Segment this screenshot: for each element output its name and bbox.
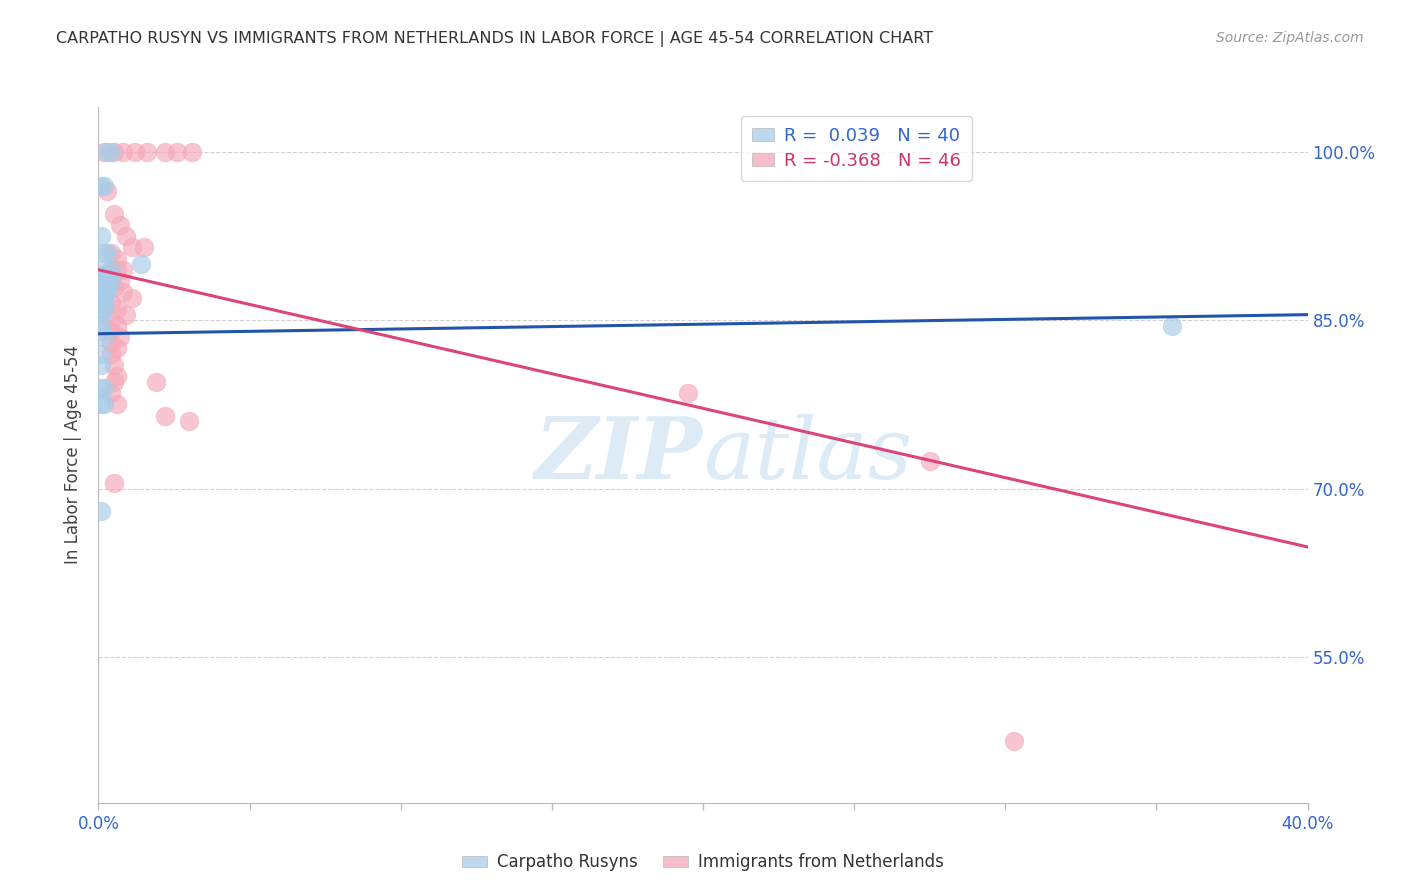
Point	[100, 246, 122, 260]
Point	[96, 279, 118, 293]
Point	[676, 386, 699, 401]
Point	[90, 381, 112, 395]
Point	[93, 397, 115, 411]
Text: Source: ZipAtlas.com: Source: ZipAtlas.com	[1216, 31, 1364, 45]
Point	[153, 409, 176, 423]
Point	[100, 347, 122, 361]
Point	[105, 301, 128, 316]
Point	[100, 313, 122, 327]
Point	[129, 257, 152, 271]
Point	[90, 325, 112, 339]
Point	[93, 279, 115, 293]
Point	[100, 325, 122, 339]
Point	[153, 145, 176, 159]
Point	[96, 268, 118, 283]
Point	[103, 375, 125, 389]
Point	[121, 291, 143, 305]
Point	[105, 369, 128, 384]
Point	[94, 145, 117, 159]
Point	[90, 274, 112, 288]
Point	[121, 240, 143, 254]
Point	[100, 296, 122, 310]
Point	[90, 318, 112, 333]
Point	[93, 285, 115, 300]
Point	[96, 184, 118, 198]
Point	[100, 335, 122, 350]
Point	[108, 218, 131, 232]
Point	[100, 386, 122, 401]
Point	[105, 341, 128, 355]
Text: ZIP: ZIP	[536, 413, 703, 497]
Point	[105, 318, 128, 333]
Point	[90, 358, 112, 372]
Point	[96, 246, 118, 260]
Point	[918, 453, 941, 467]
Point	[100, 274, 122, 288]
Point	[105, 397, 128, 411]
Point	[145, 375, 167, 389]
Point	[132, 240, 155, 254]
Point	[108, 330, 131, 344]
Point	[90, 285, 112, 300]
Point	[135, 145, 157, 159]
Point	[90, 229, 112, 244]
Point	[90, 279, 112, 293]
Point	[90, 291, 112, 305]
Point	[108, 274, 131, 288]
Point	[100, 262, 122, 277]
Point	[103, 145, 125, 159]
Point	[111, 285, 134, 300]
Point	[181, 145, 204, 159]
Text: atlas: atlas	[703, 414, 912, 496]
Point	[90, 308, 112, 322]
Point	[93, 381, 115, 395]
Point	[100, 274, 122, 288]
Text: CARPATHO RUSYN VS IMMIGRANTS FROM NETHERLANDS IN LABOR FORCE | AGE 45-54 CORRELA: CARPATHO RUSYN VS IMMIGRANTS FROM NETHER…	[56, 31, 934, 47]
Point	[90, 347, 112, 361]
Point	[114, 308, 136, 322]
Point	[93, 291, 115, 305]
Point	[93, 274, 115, 288]
Point	[93, 246, 115, 260]
Point	[93, 296, 115, 310]
Point	[93, 178, 115, 193]
Point	[105, 262, 128, 277]
Point	[100, 262, 122, 277]
Point	[90, 178, 112, 193]
Point	[105, 252, 128, 266]
Point	[103, 207, 125, 221]
Legend: Carpatho Rusyns, Immigrants from Netherlands: Carpatho Rusyns, Immigrants from Netherl…	[456, 847, 950, 878]
Point	[100, 145, 122, 159]
Point	[90, 296, 112, 310]
Point	[103, 358, 125, 372]
Point	[114, 229, 136, 244]
Point	[96, 285, 118, 300]
Point	[1160, 318, 1182, 333]
Point	[93, 262, 115, 277]
Point	[90, 268, 112, 283]
Point	[103, 475, 125, 490]
Point	[93, 301, 115, 316]
Point	[93, 145, 115, 159]
Point	[111, 145, 134, 159]
Point	[166, 145, 188, 159]
Point	[96, 274, 118, 288]
Point	[179, 414, 201, 428]
Point	[103, 279, 125, 293]
Point	[111, 262, 134, 277]
Point	[93, 330, 115, 344]
Y-axis label: In Labor Force | Age 45-54: In Labor Force | Age 45-54	[65, 345, 83, 565]
Point	[90, 301, 112, 316]
Point	[90, 397, 112, 411]
Point	[124, 145, 146, 159]
Point	[90, 504, 112, 518]
Point	[1002, 734, 1025, 748]
